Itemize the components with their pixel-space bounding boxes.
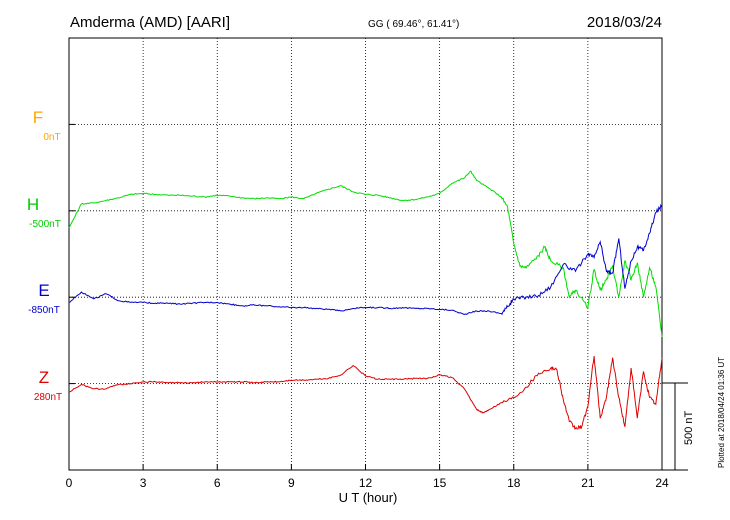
series-label-H: H — [27, 195, 39, 214]
series-line-H — [68, 170, 663, 337]
x-tick-labels: 0 3 6 9 12 15 18 21 24 — [66, 464, 669, 490]
x-tick-label-18: 18 — [507, 476, 521, 490]
horizontal-grid — [69, 123, 662, 385]
baseline-label-H: -500nT — [29, 219, 61, 230]
x-tick-label-15: 15 — [433, 476, 447, 490]
baseline-label-F: 0nT — [43, 132, 60, 143]
x-tick-label-21: 21 — [581, 476, 595, 490]
x-tick-label-9: 9 — [288, 476, 295, 490]
series-label-E: E — [38, 281, 49, 300]
x-tick-label-24: 24 — [655, 476, 669, 490]
x-tick-label-0: 0 — [66, 476, 73, 490]
x-axis-title: U T (hour) — [339, 490, 398, 505]
series-label-F: F — [33, 108, 43, 127]
baseline-label-Z: 280nT — [34, 392, 62, 403]
x-tick-label-6: 6 — [214, 476, 221, 490]
x-tick-label-3: 3 — [140, 476, 147, 490]
series-label-Z: Z — [39, 368, 49, 387]
x-tick-label-12: 12 — [359, 476, 373, 490]
series-line-Z — [68, 355, 663, 430]
date-label: 2018/03/24 — [587, 14, 662, 31]
baseline-label-E: -850nT — [28, 305, 60, 316]
coordinates-label: GG ( 69.46°, 61.41°) — [368, 19, 459, 30]
vertical-grid — [142, 38, 589, 470]
station-title: Amderma (AMD) [AARI] — [70, 14, 230, 31]
plotted-at-note: Plotted at 2018/04/24 01:36 UT — [717, 357, 726, 468]
scale-bar-label: 500 nT — [683, 410, 695, 445]
series-group — [68, 170, 663, 430]
series-line-E — [68, 203, 663, 316]
